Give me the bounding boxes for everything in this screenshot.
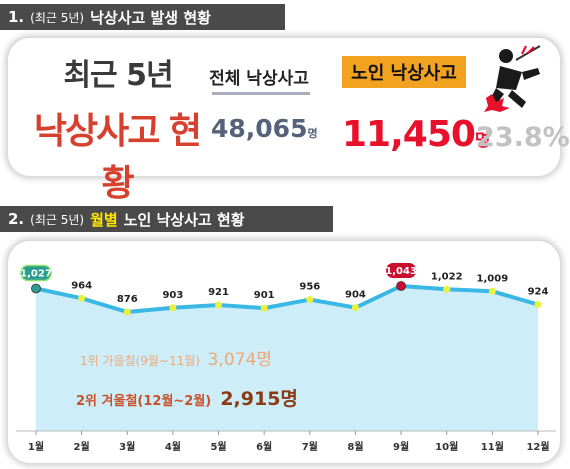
data-label: 1,022 (431, 271, 463, 282)
total-falls-unit: 명 (307, 127, 318, 140)
data-point (123, 308, 131, 316)
summary-panel: 최근 5년 낙상사고 현황 전체 낙상사고 48,065명 노인 낙상사고 11… (8, 38, 570, 204)
x-tick-label: 5월 (210, 441, 226, 453)
data-point (351, 304, 359, 312)
data-label: 903 (162, 290, 183, 301)
fall-status-label: 낙상사고 현황 (33, 111, 202, 204)
data-point (169, 304, 177, 312)
data-label: 956 (299, 282, 320, 293)
rank1-value: 3,074명 (207, 350, 272, 370)
x-tick-label: 10월 (435, 441, 458, 453)
section1-number: 1. (8, 8, 25, 26)
total-falls-number: 48,065 (211, 114, 308, 143)
x-tick-label: 11월 (481, 441, 504, 453)
data-label: 1,027 (20, 268, 52, 279)
data-label: 876 (117, 294, 138, 305)
x-tick-label: 2월 (74, 441, 90, 453)
section1-period: (최근 5년) (30, 10, 85, 25)
x-tick-label: 4월 (165, 441, 181, 453)
elderly-falls-unit: 명 (474, 131, 491, 151)
data-point (443, 285, 451, 293)
section2-period: (최근 5년) (30, 212, 85, 227)
x-tick-label: 7월 (302, 441, 318, 453)
falling-person-icon (484, 45, 541, 112)
monthly-falls-chart: 1,027 1월 964 2월 876 3월 903 4월 921 5월 901 6월 956 7월 904… (16, 263, 556, 453)
x-tick-label: 8월 (347, 441, 363, 453)
rank1-autumn: 1위 가을철(9월~11월) 3,074명 (80, 345, 272, 370)
data-point (260, 304, 268, 312)
elderly-falls-number: 11,450 (342, 114, 476, 155)
monthly-chart-panel: 1,027 1월 964 2월 876 3월 903 4월 921 5월 901 6월 956 7월 904… (8, 241, 560, 463)
total-falls-label: 전체 낙상사고 (209, 69, 309, 89)
rank1-label: 1위 가을철(9월~11월) (80, 354, 201, 368)
x-tick-label: 6월 (256, 441, 272, 453)
elderly-falls-percent: 23.8% (476, 122, 570, 153)
data-label-badge (386, 263, 417, 278)
data-label: 904 (345, 290, 366, 301)
x-tick-label: 12월 (526, 441, 549, 453)
section2-highlight: 월별 (90, 210, 118, 229)
rank2-label: 2위 겨울철(12월~2월) (76, 394, 212, 409)
elderly-falls-label: 노인 낙상사고 (342, 56, 466, 88)
data-label: 1,009 (477, 273, 509, 284)
section2-header: 2. (최근 5년) 월별 노인 낙상사고 현황 (0, 206, 333, 232)
recent-years-label: 최근 5년 (63, 58, 173, 93)
area-fill (36, 286, 538, 431)
section1-title: 낙상사고 발생 현황 (90, 8, 211, 27)
data-point (215, 301, 223, 309)
section2-number: 2. (8, 210, 25, 228)
data-point (306, 296, 314, 304)
data-label: 964 (71, 280, 92, 291)
total-label-underline (212, 92, 310, 95)
rank2-winter: 2위 겨울철(12월~2월) 2,915명 (76, 384, 298, 411)
data-label: 924 (528, 287, 549, 298)
x-tick-label: 1월 (28, 441, 44, 453)
data-point (534, 301, 542, 309)
total-falls-value: 48,065명 (211, 114, 318, 143)
data-point (396, 281, 406, 291)
section1-header: 1. (최근 5년) 낙상사고 발생 현황 (0, 4, 285, 30)
data-point (488, 287, 496, 295)
data-label: 921 (208, 287, 229, 298)
data-label-badge (20, 264, 52, 282)
series-line (35, 284, 539, 314)
data-point (78, 294, 86, 302)
data-label: 901 (254, 290, 275, 301)
rank2-value: 2,915명 (220, 388, 298, 410)
data-label: 1,043 (385, 266, 417, 277)
x-tick-label: 9월 (393, 441, 409, 453)
section2-title: 노인 낙상사고 현황 (123, 210, 245, 229)
x-tick-label: 3월 (119, 441, 135, 453)
elderly-falls-value: 11,450명 (342, 114, 491, 155)
data-point (31, 283, 41, 294)
